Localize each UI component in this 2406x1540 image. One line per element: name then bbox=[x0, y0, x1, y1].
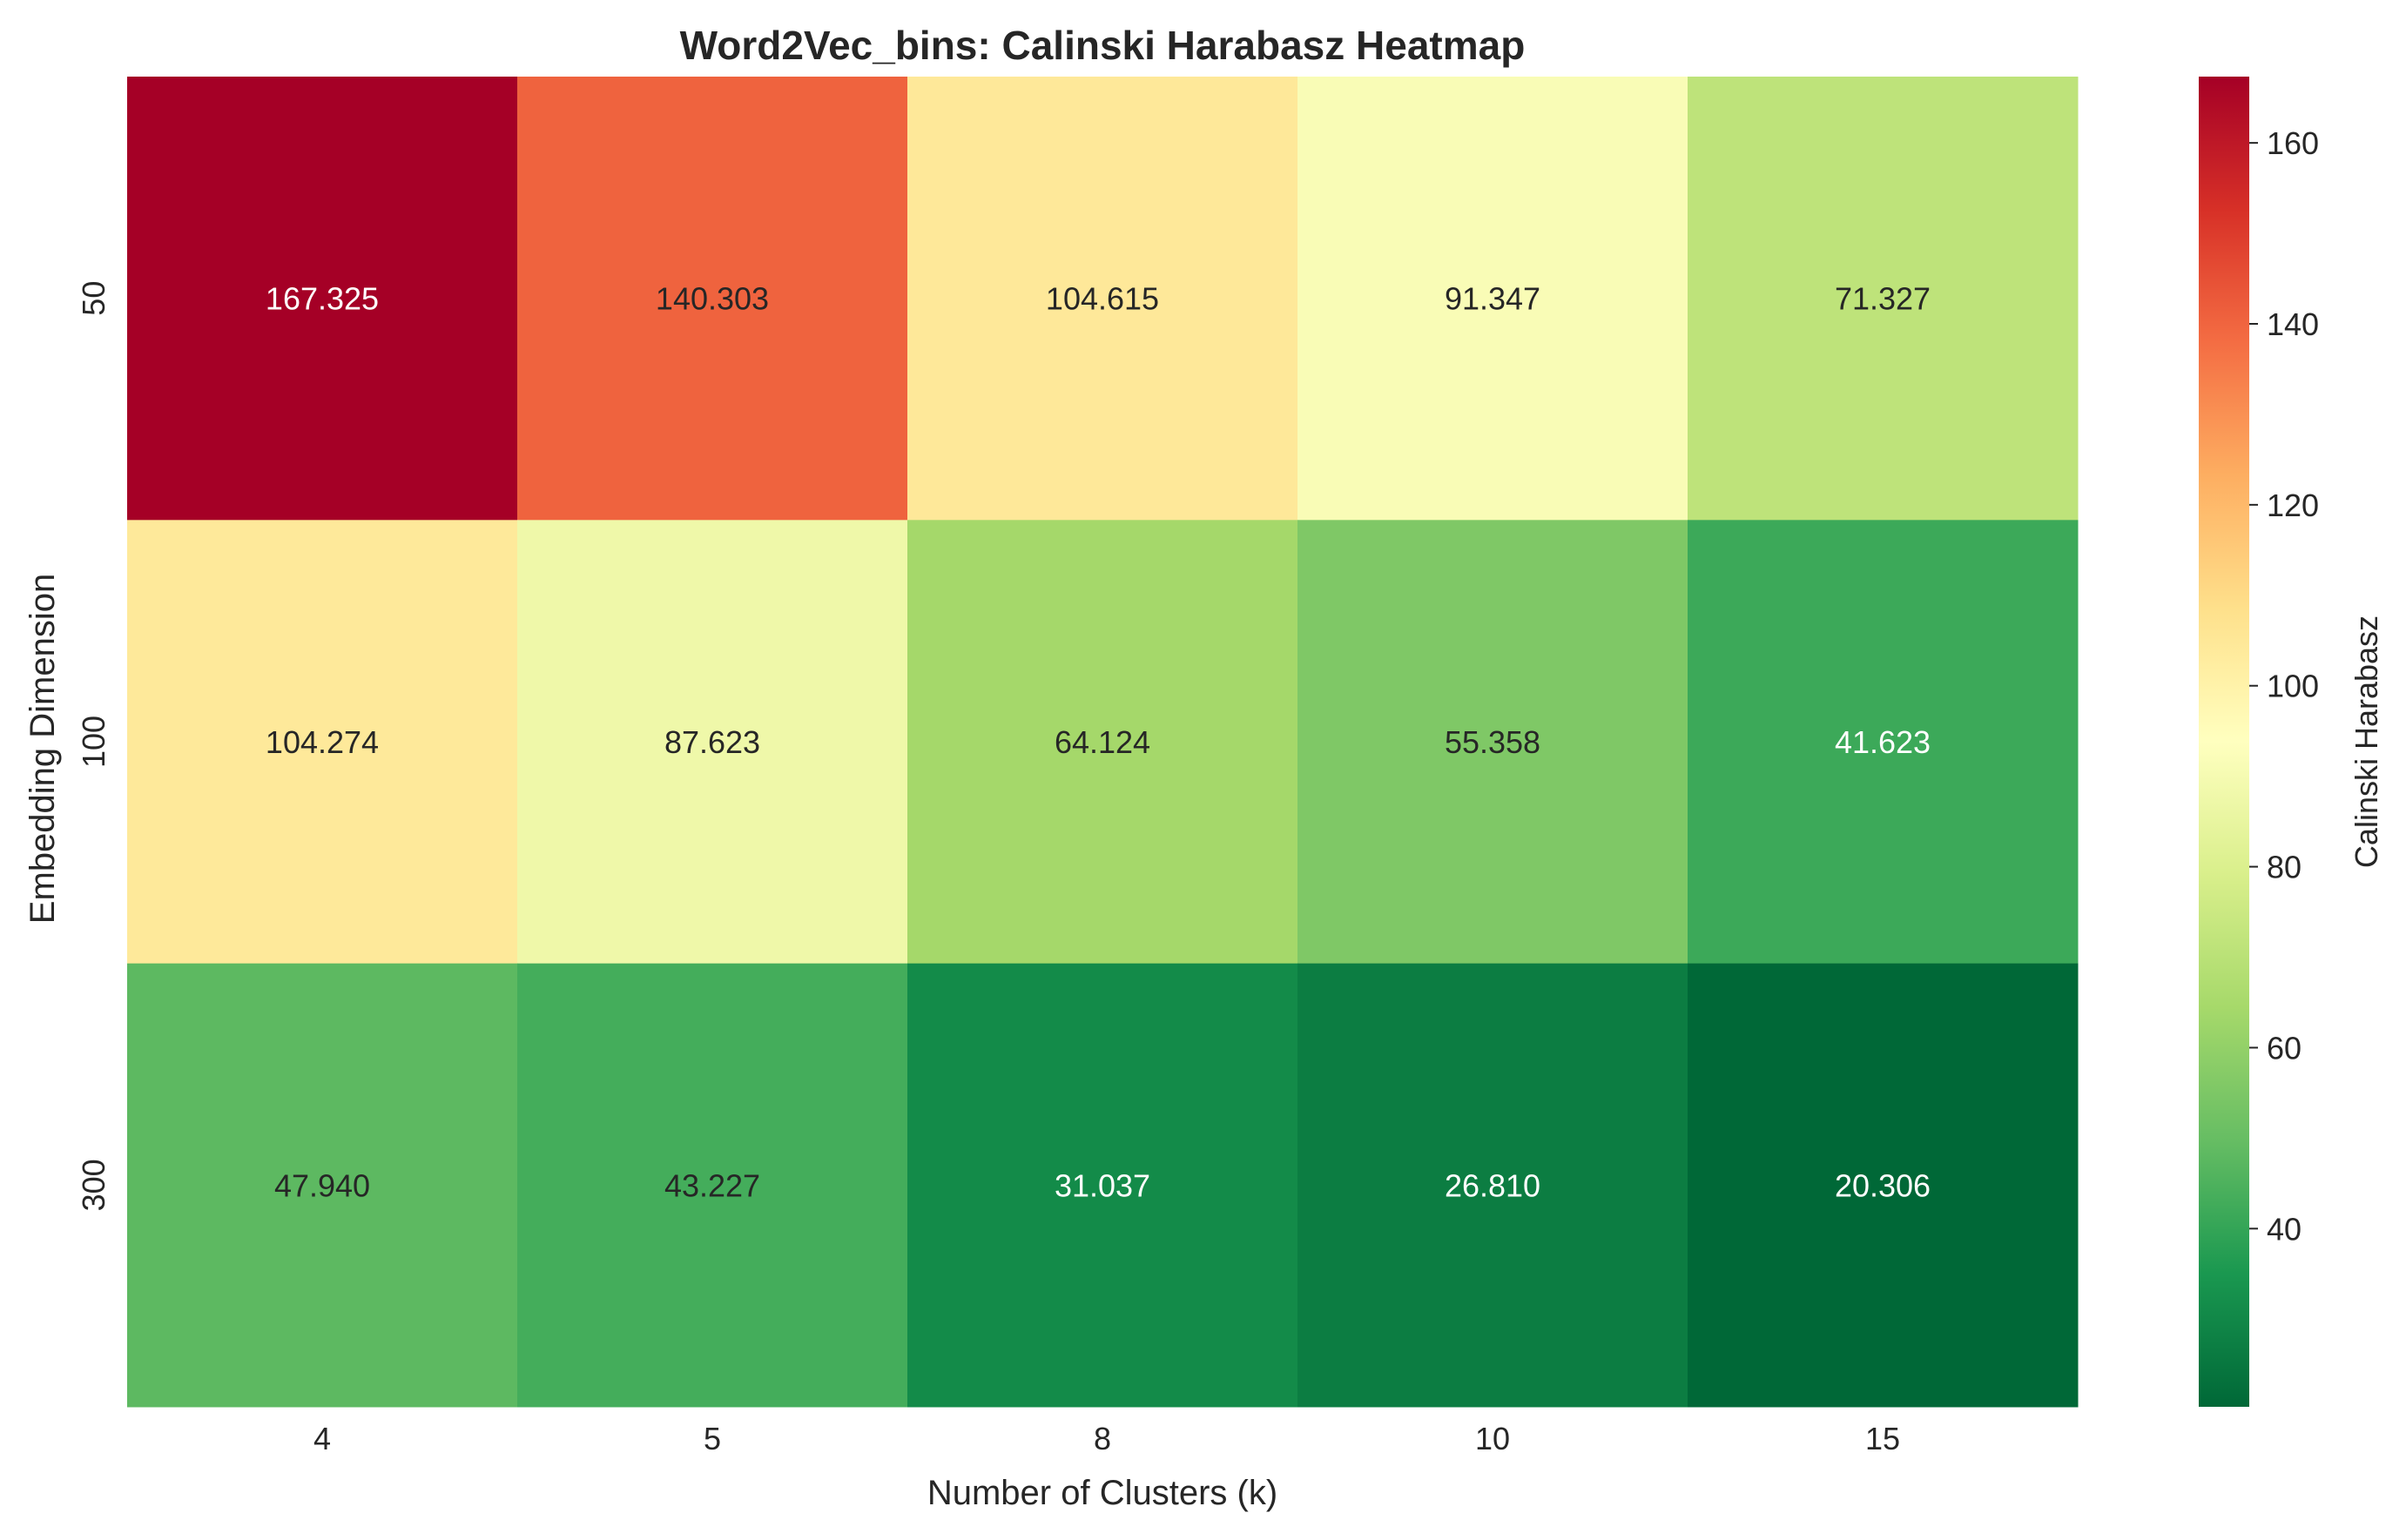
y-tick-label: 100 bbox=[76, 716, 111, 768]
cell-value-label: 55.358 bbox=[1445, 724, 1540, 760]
heatmap-cell bbox=[907, 520, 1298, 965]
x-tick-label: 15 bbox=[1865, 1421, 1900, 1456]
x-tick-label: 8 bbox=[1094, 1421, 1111, 1456]
heatmap-cell bbox=[1688, 963, 2079, 1408]
heatmap-cell bbox=[1688, 520, 2079, 965]
cell-value-label: 43.227 bbox=[664, 1167, 760, 1203]
colorbar-tick-label: 60 bbox=[2267, 1030, 2302, 1066]
cell-value-label: 167.325 bbox=[266, 281, 379, 317]
heatmap-cell bbox=[907, 77, 1298, 521]
colorbar-tick-label: 160 bbox=[2267, 125, 2319, 161]
x-axis-ticks: 4 5 8 10 15 bbox=[313, 1421, 1900, 1456]
heatmap-cells: 167.325 140.303 104.615 91.347 71.327 104.274… bbox=[127, 77, 2079, 1408]
cell-value-label: 71.327 bbox=[1835, 281, 1931, 317]
cell-value-label: 20.306 bbox=[1835, 1167, 1931, 1203]
colorbar-tick-label: 140 bbox=[2267, 306, 2319, 342]
x-tick-label: 10 bbox=[1475, 1421, 1510, 1456]
cell-value-label: 26.810 bbox=[1445, 1167, 1540, 1203]
heatmap-cell bbox=[127, 520, 518, 965]
cell-value-label: 47.940 bbox=[274, 1167, 370, 1203]
heatmap-cell bbox=[517, 520, 908, 965]
heatmap-cell bbox=[127, 963, 518, 1408]
cell-value-label: 140.303 bbox=[656, 281, 769, 317]
heatmap-cell bbox=[517, 963, 908, 1408]
y-tick-label: 50 bbox=[76, 281, 111, 316]
cell-value-label: 64.124 bbox=[1055, 724, 1150, 760]
heatmap-cell bbox=[1297, 77, 1688, 521]
colorbar-ticks: 40 60 80 100 120 140 160 bbox=[2249, 125, 2319, 1247]
heatmap-cell bbox=[517, 77, 908, 521]
x-tick-label: 4 bbox=[313, 1421, 331, 1456]
heatmap-cell bbox=[1297, 520, 1688, 965]
cell-value-label: 41.623 bbox=[1835, 724, 1931, 760]
cell-value-label: 31.037 bbox=[1055, 1167, 1150, 1203]
heatmap-cell bbox=[1297, 963, 1688, 1408]
heatmap-cell bbox=[127, 77, 518, 521]
x-tick-label: 5 bbox=[704, 1421, 721, 1456]
chart-title: Word2Vec_bins: Calinski Harabasz Heatmap bbox=[680, 23, 1526, 68]
colorbar-tick-label: 40 bbox=[2267, 1211, 2302, 1247]
y-axis-label: Embedding Dimension bbox=[24, 574, 62, 924]
colorbar-tick-label: 120 bbox=[2267, 488, 2319, 523]
heatmap-cell bbox=[907, 963, 1298, 1408]
cell-value-label: 104.274 bbox=[266, 724, 379, 760]
colorbar-tick-label: 100 bbox=[2267, 669, 2319, 704]
heatmap-cell bbox=[1688, 77, 2079, 521]
colorbar-tick-label: 80 bbox=[2267, 850, 2302, 885]
cell-value-label: 104.615 bbox=[1046, 281, 1159, 317]
cell-value-label: 91.347 bbox=[1445, 281, 1540, 317]
y-tick-label: 300 bbox=[76, 1159, 111, 1211]
y-axis-ticks: 50 100 300 bbox=[76, 281, 111, 1212]
x-axis-label: Number of Clusters (k) bbox=[927, 1474, 1277, 1512]
colorbar bbox=[2199, 77, 2249, 1407]
cell-value-label: 87.623 bbox=[664, 724, 760, 760]
colorbar-label: Calinski Harabasz bbox=[2349, 615, 2384, 868]
